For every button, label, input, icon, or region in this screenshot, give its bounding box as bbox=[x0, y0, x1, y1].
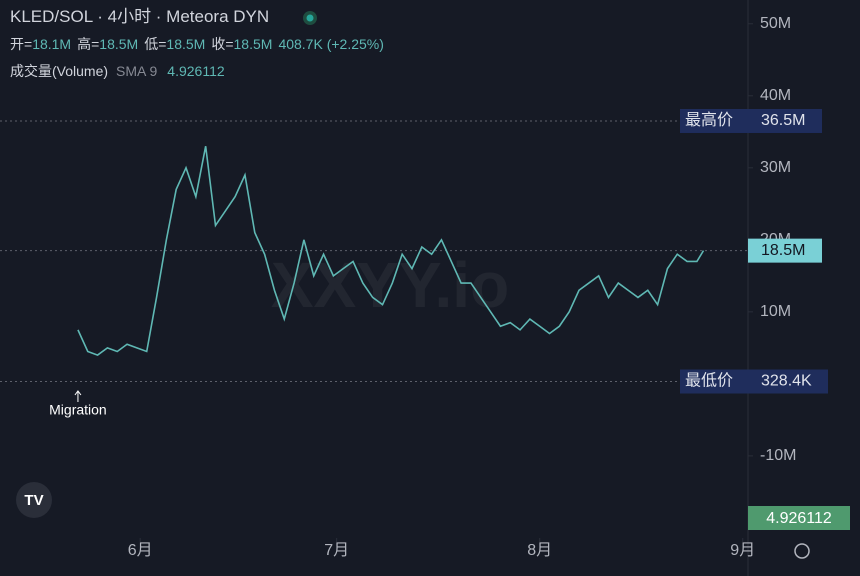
x-tick-label: 9月 bbox=[730, 542, 755, 559]
y-tick-label: 30M bbox=[760, 159, 791, 176]
y-tick-label: 10M bbox=[760, 303, 791, 320]
change: 408.7K (+2.25%) bbox=[278, 36, 383, 52]
open: 18.1M bbox=[32, 36, 71, 52]
open-label: 开= bbox=[10, 36, 32, 52]
logo-mark: TV bbox=[24, 492, 43, 509]
close-label: 收= bbox=[211, 36, 233, 52]
settings-icon[interactable] bbox=[794, 543, 810, 559]
chart-title: KLED/SOL · 4小时 · Meteora DYN bbox=[10, 7, 269, 26]
y-tick-label: -10M bbox=[760, 447, 796, 464]
price-line bbox=[77, 146, 705, 356]
x-tick-label: 7月 bbox=[324, 542, 349, 559]
low-label: 最低价 bbox=[685, 372, 733, 390]
annotation-arrowhead bbox=[74, 390, 82, 396]
y-tick-label: 40M bbox=[760, 87, 791, 104]
watermark: XXYY.io bbox=[271, 249, 509, 321]
low-label: 低= bbox=[144, 36, 166, 52]
ohlc-row: 开=18.1M 高=18.5M 低=18.5M 收=18.5M 408.7K (+2.2… bbox=[10, 36, 384, 52]
low-value: 328.4K bbox=[761, 373, 812, 390]
volume-value-box bbox=[748, 506, 850, 530]
title: KLED/SOL · 4小时 · Meteora DYN bbox=[10, 7, 269, 26]
volume-title: 成交量(Volume) bbox=[10, 63, 108, 79]
volume-sma: SMA 9 bbox=[116, 63, 157, 79]
high-label: 最高价 bbox=[685, 111, 733, 129]
annotation-label: Migration bbox=[49, 402, 107, 418]
logo bbox=[16, 482, 52, 518]
last-value: 18.5M bbox=[761, 242, 805, 259]
y-tick-label: 50M bbox=[760, 15, 791, 32]
high-value: 36.5M bbox=[761, 112, 805, 129]
low-box bbox=[680, 369, 828, 394]
high: 18.5M bbox=[99, 36, 138, 52]
volume-row: 成交量(Volume) SMA 9 4.926112 bbox=[10, 63, 225, 79]
status-dot-core bbox=[306, 14, 314, 22]
volume-value-label: 4.926112 bbox=[766, 510, 832, 527]
high-box bbox=[680, 108, 822, 133]
plot: 50M40M30M20M10M-10M6月7月8月9月最高价36.5M最低价32… bbox=[0, 15, 828, 559]
last-box bbox=[748, 238, 822, 263]
high-label: 高= bbox=[77, 36, 99, 52]
x-tick-label: 8月 bbox=[527, 542, 552, 559]
close: 18.5M bbox=[234, 36, 273, 52]
x-tick-label: 6月 bbox=[128, 542, 153, 559]
volume-value: 4.926112 bbox=[167, 63, 225, 79]
low: 18.5M bbox=[166, 36, 205, 52]
